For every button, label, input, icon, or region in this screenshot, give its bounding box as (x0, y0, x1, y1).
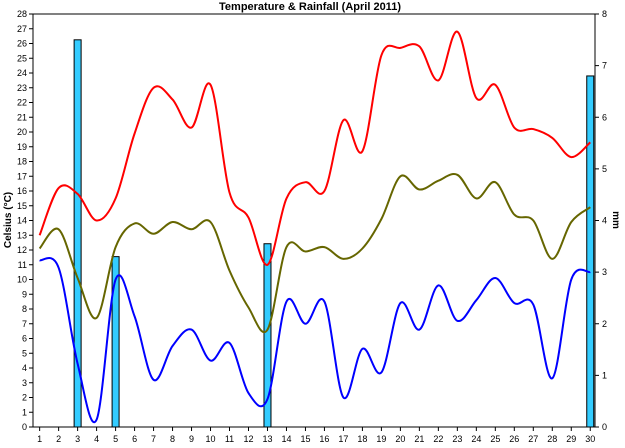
x-tick-label: 4 (94, 434, 99, 444)
x-tick-label: 15 (300, 434, 310, 444)
y2-tick-label: 6 (602, 112, 607, 122)
y-tick-label: 5 (22, 348, 27, 358)
rainfall-bar-day-30 (586, 75, 595, 428)
y-tick-label: 17 (17, 171, 27, 181)
x-tick-label: 25 (490, 434, 500, 444)
y-tick-label: 23 (17, 83, 27, 93)
y-tick-label: 8 (22, 304, 27, 314)
x-tick-label: 30 (585, 434, 595, 444)
y2-tick-label: 5 (602, 164, 607, 174)
x-tick-label: 1 (37, 434, 42, 444)
x-tick-label: 17 (338, 434, 348, 444)
x-tick-label: 2 (56, 434, 61, 444)
x-tick-label: 6 (132, 434, 137, 444)
x-tick-label: 23 (452, 434, 462, 444)
y-tick-label: 27 (17, 24, 27, 34)
x-tick-label: 13 (262, 434, 272, 444)
y-tick-label: 9 (22, 289, 27, 299)
y-tick-label: 15 (17, 201, 27, 211)
x-tick-label: 9 (189, 434, 194, 444)
y-tick-label: 2 (22, 393, 27, 403)
y-tick-label: 26 (17, 39, 27, 49)
x-tick-label: 28 (547, 434, 557, 444)
x-tick-label: 18 (357, 434, 367, 444)
y-tick-label: 0 (22, 422, 27, 432)
x-tick-label: 8 (170, 434, 175, 444)
y2-tick-label: 3 (602, 267, 607, 277)
y-tick-label: 24 (17, 68, 27, 78)
y2-axis-ticks: 0 1 2 3 4 5 6 7 8 (595, 9, 607, 432)
y2-tick-label: 8 (602, 9, 607, 19)
y-tick-label: 7 (22, 319, 27, 329)
mean-temperature-line (38, 173, 591, 333)
x-tick-label: 7 (151, 434, 156, 444)
chart-title: Temperature & Rainfall (April 2011) (219, 1, 401, 13)
rainfall-bar-day-3 (73, 39, 82, 428)
y-tick-label: 4 (22, 363, 27, 373)
y-tick-label: 19 (17, 142, 27, 152)
y-tick-label: 28 (17, 9, 27, 19)
x-tick-label: 20 (395, 434, 405, 444)
y2-axis-label: mm (610, 211, 621, 229)
y2-tick-label: 2 (602, 319, 607, 329)
x-tick-label: 3 (75, 434, 80, 444)
x-tick-label: 5 (113, 434, 118, 444)
y-tick-label: 16 (17, 186, 27, 196)
x-tick-label: 19 (376, 434, 386, 444)
y2-tick-label: 7 (602, 61, 607, 71)
maximum-temperature-line (38, 30, 591, 266)
x-tick-label: 24 (471, 434, 481, 444)
minimum-temperature-line (39, 257, 591, 424)
x-tick-label: 29 (566, 434, 576, 444)
x-tick-label: 16 (319, 434, 329, 444)
y-tick-label: 20 (17, 127, 27, 137)
x-tick-label: 11 (225, 434, 234, 444)
y-tick-label: 25 (17, 53, 27, 63)
x-tick-label: 10 (206, 434, 216, 444)
y-tick-label: 13 (17, 230, 27, 240)
y-tick-label: 1 (22, 407, 27, 417)
plot-area (32, 13, 596, 428)
x-tick-label: 12 (243, 434, 253, 444)
y-tick-label: 11 (18, 260, 27, 270)
x-tick-label: 27 (528, 434, 538, 444)
y-tick-label: 22 (17, 98, 27, 108)
y2-tick-label: 1 (602, 370, 607, 380)
x-tick-label: 21 (414, 434, 424, 444)
y-tick-label: 3 (22, 378, 27, 388)
temperature-lines (38, 30, 591, 424)
y-axis-label: Celsius (°C) (3, 192, 14, 248)
x-axis-ticks: 1 2 3 4 5 6 7 8 9 10 11 12 13 14 15 16 17 18 19 20 21 22 23 24 2… (37, 427, 595, 444)
y-tick-label: 14 (17, 216, 27, 226)
x-tick-label: 14 (281, 434, 291, 444)
y-axis-ticks: 0123456789101112131415161718192021222324… (17, 9, 33, 432)
y-tick-label: 6 (22, 334, 27, 344)
y-tick-label: 10 (17, 275, 27, 285)
x-tick-label: 26 (509, 434, 519, 444)
y2-tick-label: 4 (602, 216, 607, 226)
y-tick-label: 12 (17, 245, 27, 255)
y2-tick-label: 0 (602, 422, 607, 432)
y-tick-label: 18 (17, 157, 27, 167)
x-tick-label: 22 (433, 434, 443, 444)
y-tick-label: 21 (17, 112, 27, 122)
